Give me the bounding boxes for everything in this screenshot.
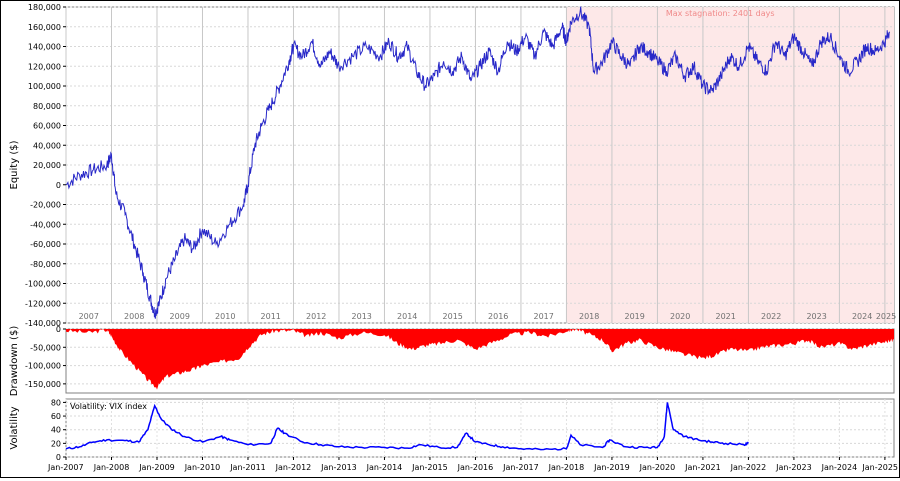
equity-y-tick-label: 80,000: [33, 102, 61, 111]
equity-y-ticks: -140,000 -120,000 -100,000 -80,000 -60,000 -4…: [25, 3, 66, 328]
equity-year-label: 2023: [806, 312, 826, 321]
equity-year-label: 2013: [352, 312, 372, 321]
equity-year-label: 2022: [761, 312, 781, 321]
volatility-line: [65, 402, 749, 451]
equity-y-tick-label: 0: [56, 181, 61, 190]
equity-y-tick-label: 100,000: [28, 82, 61, 91]
equity-y-tick-label: 140,000: [28, 43, 61, 52]
equity-year-label: 2021: [715, 312, 735, 321]
drawdown-y-ticks: 0 -50,000 -100,000 -150,000: [25, 325, 66, 389]
equity-year-label: 2014: [397, 312, 417, 321]
drawdown-y-axis-label: Drawdown ($): [9, 326, 20, 397]
volatility-y-ticks: 0 20 40 60 80: [51, 398, 66, 462]
x-axis-tick-label: Jan-2014: [366, 463, 403, 472]
drawdown-y-tick-label: -50,000: [30, 343, 61, 352]
equity-panel: 2007 2008 2009 2010 2011 2012 2013 2014 2015 2016…: [9, 3, 896, 328]
equity-y-tick-label: -20,000: [30, 201, 61, 210]
equity-year-label: 2025: [876, 312, 896, 321]
equity-year-labels: 2007 2008 2009 2010 2011 2012 2013 2014 2015 2016…: [79, 312, 897, 321]
x-axis-tick-label: Jan-2008: [93, 463, 130, 472]
equity-year-label: 2020: [670, 312, 690, 321]
volatility-y-tick-label: 0: [56, 453, 61, 462]
x-axis-tick-label: Jan-2015: [411, 463, 448, 472]
volatility-y-tick-label: 40: [51, 426, 61, 435]
x-axis-tick-label: Jan-2018: [548, 463, 585, 472]
equity-y-tick-label: -40,000: [30, 220, 61, 229]
equity-y-tick-label: 20,000: [33, 161, 61, 170]
x-axis-tick-label: Jan-2013: [320, 463, 357, 472]
equity-year-label: 2015: [443, 312, 463, 321]
equity-year-label: 2018: [579, 312, 599, 321]
volatility-y-tick-label: 80: [51, 398, 61, 407]
volatility-y-axis-label: Volatility: [9, 406, 20, 449]
x-axis-tick-labels: Jan-2007 Jan-2008 Jan-2009 Jan-2010 Jan-2011…: [47, 457, 898, 472]
equity-y-tick-label: -140,000: [25, 319, 61, 328]
drawdown-y-tick-label: -150,000: [25, 380, 61, 389]
equity-year-label: 2012: [306, 312, 326, 321]
volatility-plot-area: [65, 398, 895, 458]
max-stagnation-label: Max stagnation: 2401 days: [666, 9, 775, 18]
equity-year-label: 2019: [625, 312, 645, 321]
equity-year-label: 2010: [215, 312, 235, 321]
equity-year-label: 2011: [261, 312, 281, 321]
equity-year-label: 2016: [488, 312, 508, 321]
x-axis-tick-label: Jan-2010: [184, 463, 221, 472]
volatility-gridlines: [65, 399, 894, 458]
x-axis-tick-label: Jan-2025: [861, 463, 898, 472]
equity-year-label: 2017: [534, 312, 554, 321]
drawdown-y-tick-label: 0: [56, 325, 61, 334]
volatility-legend: Volatility: VIX index: [70, 402, 147, 411]
equity-year-label: 2007: [79, 312, 99, 321]
equity-y-tick-label: 120,000: [28, 62, 61, 71]
x-axis-tick-label: Jan-2024: [821, 463, 858, 472]
x-axis-tick-label: Jan-2019: [593, 463, 630, 472]
x-axis-tick-label: Jan-2021: [684, 463, 721, 472]
drawdown-panel: 0 -50,000 -100,000 -150,000 Drawdown ($): [9, 325, 895, 397]
equity-gridlines: [65, 6, 894, 324]
x-axis-tick-label: Jan-2016: [457, 463, 494, 472]
drawdown-y-tick-label: -100,000: [25, 362, 61, 371]
drawdown-area: [66, 329, 894, 390]
equity-year-label: 2008: [124, 312, 144, 321]
equity-y-axis-label: Equity ($): [9, 140, 20, 189]
equity-year-label: 2009: [170, 312, 190, 321]
x-axis-tick-label: Jan-2007: [47, 463, 84, 472]
volatility-panel: 0 20 40 60 80 Volatility: VIX index Volatili…: [9, 398, 898, 472]
equity-y-tick-label: -60,000: [30, 240, 61, 249]
equity-year-label: 2024: [852, 312, 872, 321]
x-axis-tick-label: Jan-2017: [502, 463, 539, 472]
equity-line: [65, 6, 890, 319]
x-axis-tick-label: Jan-2022: [730, 463, 767, 472]
volatility-y-tick-label: 60: [51, 412, 61, 421]
x-axis-tick-label: Jan-2009: [138, 463, 175, 472]
x-axis-tick-label: Jan-2020: [639, 463, 676, 472]
equity-y-tick-label: 180,000: [28, 3, 61, 12]
equity-y-tick-label: -100,000: [25, 280, 61, 289]
x-axis-tick-label: Jan-2012: [275, 463, 312, 472]
equity-y-tick-label: -120,000: [25, 299, 61, 308]
volatility-y-tick-label: 20: [51, 439, 61, 448]
equity-y-tick-label: -80,000: [30, 260, 61, 269]
x-axis-tick-label: Jan-2011: [229, 463, 266, 472]
equity-y-tick-label: 160,000: [28, 23, 61, 32]
x-axis-tick-label: Jan-2023: [775, 463, 812, 472]
equity-y-tick-label: 40,000: [33, 141, 61, 150]
equity-y-tick-label: 60,000: [33, 122, 61, 131]
